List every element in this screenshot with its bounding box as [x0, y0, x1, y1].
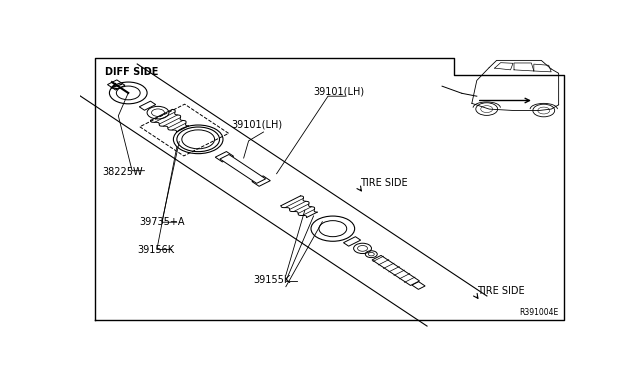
Text: 39101(LH): 39101(LH): [231, 120, 282, 130]
Polygon shape: [412, 282, 425, 289]
Text: DIFF SIDE: DIFF SIDE: [105, 67, 158, 77]
Text: 39735+A: 39735+A: [140, 217, 185, 227]
Polygon shape: [215, 151, 234, 162]
Polygon shape: [252, 176, 270, 186]
Text: TIRE SIDE: TIRE SIDE: [477, 286, 524, 296]
Text: 39156K: 39156K: [137, 245, 174, 254]
Polygon shape: [140, 101, 156, 110]
Polygon shape: [77, 64, 487, 326]
Polygon shape: [344, 237, 361, 246]
Polygon shape: [372, 256, 419, 285]
Text: 39155K: 39155K: [253, 275, 291, 285]
Text: TIRE SIDE: TIRE SIDE: [360, 179, 408, 189]
Text: R391004E: R391004E: [519, 308, 558, 317]
Text: 38225W: 38225W: [102, 167, 143, 177]
Text: 39101(LH): 39101(LH): [313, 86, 364, 96]
Polygon shape: [220, 154, 266, 183]
Polygon shape: [108, 80, 125, 90]
